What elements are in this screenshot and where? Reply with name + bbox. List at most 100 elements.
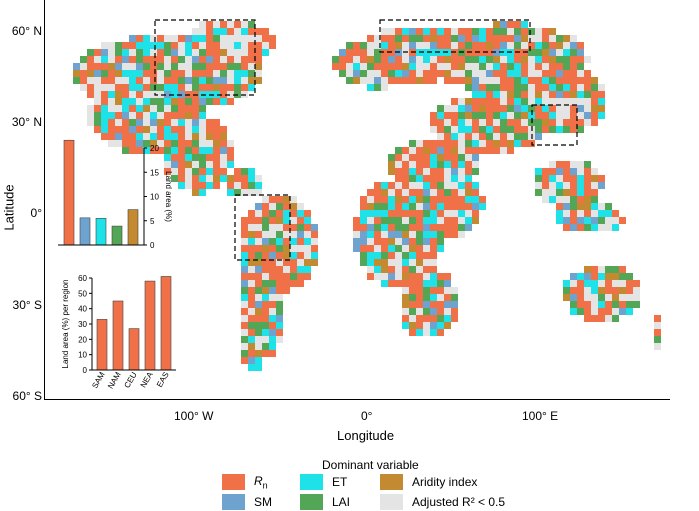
grid-cell <box>444 70 451 77</box>
grid-cell <box>115 126 122 133</box>
grid-cell <box>479 147 486 154</box>
grid-cell <box>199 63 206 70</box>
grid-cell <box>577 84 584 91</box>
grid-cell <box>115 105 122 112</box>
grid-cell <box>157 91 164 98</box>
grid-cell <box>409 245 416 252</box>
grid-cell <box>101 49 108 56</box>
grid-cell <box>101 98 108 105</box>
grid-cell <box>605 308 612 315</box>
grid-cell <box>136 49 143 56</box>
grid-cell <box>507 63 514 70</box>
grid-cell <box>437 35 444 42</box>
grid-cell <box>423 49 430 56</box>
grid-cell <box>395 245 402 252</box>
grid-cell <box>451 231 458 238</box>
grid-cell <box>507 21 514 28</box>
grid-cell <box>423 28 430 35</box>
grid-cell <box>535 70 542 77</box>
grid-cell <box>381 182 388 189</box>
grid-cell <box>213 168 220 175</box>
grid-cell <box>570 189 577 196</box>
grid-cell <box>115 42 122 49</box>
inset2-ylabel: Land area (%) per region <box>61 280 70 369</box>
grid-cell <box>248 329 255 336</box>
grid-cell <box>444 147 451 154</box>
grid-cell <box>255 315 262 322</box>
grid-cell <box>633 301 640 308</box>
grid-cell <box>591 315 598 322</box>
grid-cell <box>570 273 577 280</box>
legend-swatch-lai <box>300 494 323 510</box>
grid-cell <box>199 112 206 119</box>
grid-cell <box>402 28 409 35</box>
grid-cell <box>556 203 563 210</box>
grid-cell <box>598 112 605 119</box>
grid-cell <box>192 189 199 196</box>
grid-cell <box>626 308 633 315</box>
grid-cell <box>465 189 472 196</box>
grid-cell <box>248 189 255 196</box>
grid-cell <box>276 308 283 315</box>
grid-cell <box>178 154 185 161</box>
grid-cell <box>269 301 276 308</box>
grid-cell <box>360 224 367 231</box>
grid-cell <box>255 189 262 196</box>
grid-cell <box>437 168 444 175</box>
grid-cell <box>199 189 206 196</box>
grid-cell <box>430 287 437 294</box>
grid-cell <box>430 189 437 196</box>
grid-cell <box>500 21 507 28</box>
grid-cell <box>493 147 500 154</box>
grid-cell <box>465 77 472 84</box>
grid-cell <box>381 217 388 224</box>
grid-cell <box>465 140 472 147</box>
grid-cell <box>409 182 416 189</box>
grid-cell <box>206 147 213 154</box>
legend-title: Dominant variable <box>322 458 419 472</box>
grid-cell <box>563 182 570 189</box>
grid-cell <box>101 126 108 133</box>
grid-cell <box>556 42 563 49</box>
grid-cell <box>374 259 381 266</box>
grid-cell <box>416 231 423 238</box>
grid-cell <box>171 105 178 112</box>
grid-cell <box>577 217 584 224</box>
grid-cell <box>171 42 178 49</box>
grid-cell <box>416 238 423 245</box>
grid-cell <box>234 56 241 63</box>
grid-cell <box>122 126 129 133</box>
grid-cell <box>521 91 528 98</box>
grid-cell <box>402 182 409 189</box>
grid-cell <box>171 49 178 56</box>
grid-cell <box>409 63 416 70</box>
grid-cell <box>80 63 87 70</box>
grid-cell <box>437 308 444 315</box>
grid-cell <box>360 210 367 217</box>
grid-cell <box>577 280 584 287</box>
grid-cell <box>108 105 115 112</box>
grid-cell <box>423 308 430 315</box>
grid-cell <box>157 140 164 147</box>
grid-cell <box>619 280 626 287</box>
grid-cell <box>178 98 185 105</box>
grid-cell <box>234 63 241 70</box>
grid-cell <box>500 84 507 91</box>
grid-cell <box>143 70 150 77</box>
grid-cell <box>297 203 304 210</box>
grid-cell <box>654 322 661 329</box>
grid-cell <box>108 112 115 119</box>
grid-cell <box>157 42 164 49</box>
grid-cell <box>283 280 290 287</box>
grid-cell <box>395 266 402 273</box>
grid-cell <box>549 196 556 203</box>
grid-cell <box>416 329 423 336</box>
grid-cell <box>87 49 94 56</box>
grid-cell <box>542 112 549 119</box>
grid-cell <box>465 182 472 189</box>
grid-cell <box>416 147 423 154</box>
grid-cell <box>612 217 619 224</box>
grid-cell <box>227 189 234 196</box>
grid-cell <box>479 49 486 56</box>
grid-cell <box>465 35 472 42</box>
